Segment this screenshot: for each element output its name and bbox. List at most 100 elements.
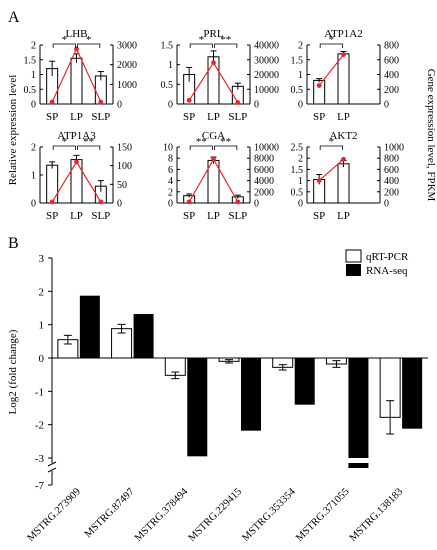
x-tick-label: LP xyxy=(207,111,220,123)
y2-tick-label: 0 xyxy=(384,100,389,111)
fpkm-point xyxy=(74,159,79,165)
y2-tick-label: 0 xyxy=(117,199,122,210)
y2-tick-label: 10000 xyxy=(254,143,279,154)
x-tick-label: SP xyxy=(46,210,58,222)
chart-title: ATP1A2 xyxy=(324,28,363,40)
x-tick-label: LP xyxy=(207,210,220,222)
y2-tick-label: 3000 xyxy=(117,41,137,52)
chart-title: PRL xyxy=(203,28,223,40)
legend-swatch-qrt-pcr xyxy=(345,249,362,263)
bar-lp xyxy=(337,163,350,204)
y2-tick-label: 200 xyxy=(384,85,399,96)
y2-tick-label: 2000 xyxy=(117,60,137,71)
y2-tick-label: 4000 xyxy=(254,176,274,187)
fpkm-point xyxy=(316,178,322,184)
y-tick-label: 2 xyxy=(298,41,303,52)
y-tick-label: 2 xyxy=(39,286,45,298)
legend-label-qrt-pcr: qRT-PCR xyxy=(366,251,409,263)
fpkm-point xyxy=(98,99,104,105)
chart-title: LHB xyxy=(66,28,88,40)
x-tick-label: SLP xyxy=(91,210,110,222)
y-tick-label: 1 xyxy=(31,171,36,182)
significance-mark: * xyxy=(62,34,68,46)
y-tick-label: 0 xyxy=(31,199,36,210)
axis-break-mark xyxy=(47,461,57,467)
y-tick-label: 8 xyxy=(168,154,173,165)
y-tick-label: 0 xyxy=(31,100,36,111)
y-tick-label: 0.5 xyxy=(291,187,304,198)
significance-bracket xyxy=(189,43,213,48)
y2-tick-label: 30000 xyxy=(254,55,279,66)
right-axis-label: Gene expression level, FPKM xyxy=(425,69,437,202)
y-tick-label: 0 xyxy=(168,100,173,111)
y-tick-label: -2 xyxy=(35,420,44,432)
fpkm-line xyxy=(318,158,344,182)
significance-bracket xyxy=(214,43,238,48)
significance-bracket xyxy=(52,145,76,150)
legend-swatch-rna-seq xyxy=(346,264,361,276)
y-tick-label: 0 xyxy=(168,199,173,210)
y2-tick-label: 800 xyxy=(384,41,399,52)
x-tick-label: LP xyxy=(337,111,350,123)
x-tick-label: MSTRG.353354 xyxy=(240,486,298,544)
significance-bracket xyxy=(77,43,101,48)
significance-mark: ** xyxy=(220,136,231,148)
y-tick-label: 1 xyxy=(298,176,303,187)
x-tick-label: SP xyxy=(313,210,325,222)
significance-mark: * xyxy=(86,34,92,46)
fpkm-point xyxy=(341,156,346,162)
significance-mark: ** xyxy=(196,136,207,148)
y-tick-label: 1.5 xyxy=(291,55,304,66)
significance-bracket xyxy=(319,145,343,150)
significance-bracket xyxy=(214,145,238,150)
x-tick-label: SP xyxy=(183,210,195,222)
significance-bracket xyxy=(319,43,343,48)
significance-bracket xyxy=(189,145,213,150)
x-tick-label: MSTRG.87497 xyxy=(83,486,137,540)
bar-sp xyxy=(46,164,59,204)
fpkm-point xyxy=(49,199,55,205)
y-tick-label: 0 xyxy=(39,353,45,365)
fpkm-line xyxy=(318,54,344,86)
y2-tick-label: 600 xyxy=(384,55,399,66)
bar-lp xyxy=(70,159,83,204)
y-tick-label: 2 xyxy=(168,187,173,198)
x-tick-label: LP xyxy=(337,210,350,222)
y-tick-label: 1.5 xyxy=(291,165,304,176)
x-tick-label: MSTRG.371055 xyxy=(294,486,351,543)
fpkm-point xyxy=(74,46,79,52)
y2-tick-label: 20000 xyxy=(254,70,279,81)
y2-tick-label: 0 xyxy=(254,100,259,111)
y2-tick-label: 400 xyxy=(384,176,399,187)
y2-tick-label: 10000 xyxy=(254,85,279,96)
fpkm-point xyxy=(211,156,216,162)
y-tick-label: 0 xyxy=(298,100,303,111)
fpkm-point xyxy=(316,83,322,88)
y-tick-label: 1 xyxy=(31,70,36,81)
y-tick-label: 1 xyxy=(39,320,45,332)
y2-tick-label: 800 xyxy=(384,154,399,165)
y-tick-label: 2 xyxy=(31,41,36,52)
y-tick-label: 1.5 xyxy=(161,41,174,52)
y2-tick-label: 40000 xyxy=(254,41,279,52)
panel-a-label: A xyxy=(8,9,20,26)
significance-mark: * xyxy=(62,136,68,148)
chart-title: AKT2 xyxy=(329,130,357,142)
y-tick-label: 6 xyxy=(168,165,173,176)
left-axis-label: Relative expression level xyxy=(7,75,19,186)
fpkm-point xyxy=(235,199,241,205)
y2-tick-label: 2000 xyxy=(254,187,274,198)
panel-b-y-axis-label: Log2 (fold change) xyxy=(7,329,19,414)
y-tick-label: 0.5 xyxy=(161,80,174,91)
chart-title: CGA xyxy=(202,130,225,142)
y2-tick-label: 600 xyxy=(384,165,399,176)
axis-break-mark xyxy=(47,467,57,473)
y-tick-label: 1 xyxy=(298,70,303,81)
rna-seq-bar xyxy=(187,358,208,457)
significance-mark: * xyxy=(199,34,205,46)
fpkm-point xyxy=(211,60,216,66)
